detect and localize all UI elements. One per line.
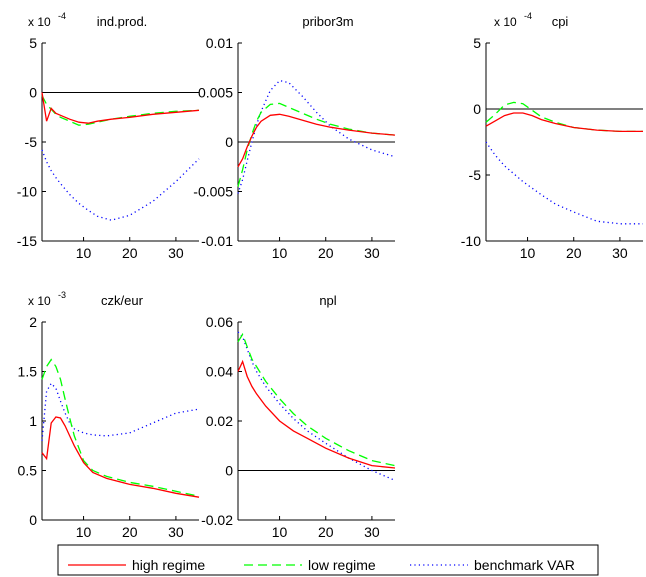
series-high-line	[41, 92, 200, 124]
series-low-line	[237, 102, 396, 187]
axis-multiplier-exponent: -3	[58, 290, 66, 300]
y-tick-label: -0.005	[193, 184, 233, 200]
y-tick-label: 0.02	[206, 413, 233, 429]
x-tick-label: 10	[76, 245, 92, 261]
series-high-line	[41, 416, 200, 498]
panel-title: npl	[319, 293, 336, 308]
y-tick-label: 0	[225, 463, 233, 479]
x-tick-label: 30	[364, 524, 380, 540]
series-low-line	[41, 95, 200, 126]
series-bench-line	[41, 149, 200, 221]
y-tick-label: 5	[473, 35, 481, 51]
axis-multiplier: x 10	[28, 294, 51, 308]
panel-title: pribor3m	[302, 14, 353, 29]
panel-title: cpi	[552, 14, 569, 29]
legend-label-low: low regime	[308, 557, 376, 573]
axis-multiplier: x 10	[28, 15, 51, 29]
legend-label-bench: benchmark VAR	[474, 557, 575, 573]
panel-3: 0 0.5 1 1.5 2 10 20 30 czk/eur x 10 -3	[18, 290, 200, 540]
x-tick-label: 30	[364, 245, 380, 261]
y-tick-label: -5	[25, 134, 38, 150]
x-tick-label: 20	[122, 524, 138, 540]
x-tick-label: 20	[122, 245, 138, 261]
y-tick-label: 0.5	[18, 463, 38, 479]
x-tick-label: 20	[318, 245, 334, 261]
y-tick-label: 1	[29, 413, 37, 429]
y-tick-label: 0.005	[198, 85, 233, 101]
series-low-line	[41, 358, 200, 497]
y-tick-label: -10	[17, 184, 37, 200]
series-low-line	[237, 332, 396, 467]
series-bench-line	[237, 79, 396, 194]
y-tick-label: 0	[29, 512, 37, 528]
y-tick-label: 0.06	[206, 314, 233, 330]
x-tick-label: 20	[566, 245, 582, 261]
series-low-line	[485, 101, 643, 133]
x-tick-label: 20	[318, 524, 334, 540]
y-tick-label: -15	[17, 233, 37, 249]
legend-label-high: high regime	[132, 557, 205, 573]
series-bench-line	[41, 382, 200, 441]
y-tick-label: 0	[473, 101, 481, 117]
series-high-line	[485, 112, 643, 133]
legend-box	[57, 544, 599, 576]
y-tick-label: -0.02	[201, 512, 233, 528]
y-tick-label: 0	[29, 85, 37, 101]
x-tick-label: 30	[168, 245, 184, 261]
y-tick-label: 0.04	[206, 364, 233, 380]
axis-multiplier-exponent: -4	[524, 11, 532, 21]
panel-title: ind.prod.	[97, 14, 148, 29]
axis-multiplier: x 10	[494, 15, 517, 29]
y-tick-label: -10	[461, 233, 481, 249]
panel-2: -10 -5 0 5 10 20 30 cpi x 10 -4	[461, 11, 643, 261]
panel-1: -0.01 -0.005 0 0.005 0.01 10 20 30 pribor3m	[193, 14, 396, 261]
x-tick-label: 10	[520, 245, 536, 261]
x-tick-label: 30	[612, 245, 628, 261]
y-tick-label: 5	[29, 35, 37, 51]
series-high-line	[237, 359, 396, 469]
axis-multiplier-exponent: -4	[58, 11, 66, 21]
y-tick-label: 1.5	[18, 364, 38, 380]
legend: high regime low regime benchmark VAR	[57, 544, 599, 576]
x-tick-label: 10	[272, 245, 288, 261]
panel-title: czk/eur	[101, 293, 144, 308]
x-tick-label: 10	[272, 524, 288, 540]
series-high-line	[237, 113, 396, 168]
y-tick-label: 0	[225, 134, 233, 150]
series-bench-line	[237, 331, 396, 481]
panel-0: -15 -10 -5 0 5 10 20 30 ind.prod. x 10 -4	[17, 11, 200, 261]
panel-4: -0.02 0 0.02 0.04 0.06 10 20 30 npl	[201, 293, 396, 540]
x-tick-label: 10	[76, 524, 92, 540]
y-tick-label: -0.01	[201, 233, 233, 249]
y-tick-label: -5	[469, 167, 482, 183]
series-bench-line	[485, 141, 643, 225]
x-tick-label: 30	[168, 524, 184, 540]
y-tick-label: 0.01	[206, 35, 233, 51]
y-tick-label: 2	[29, 314, 37, 330]
